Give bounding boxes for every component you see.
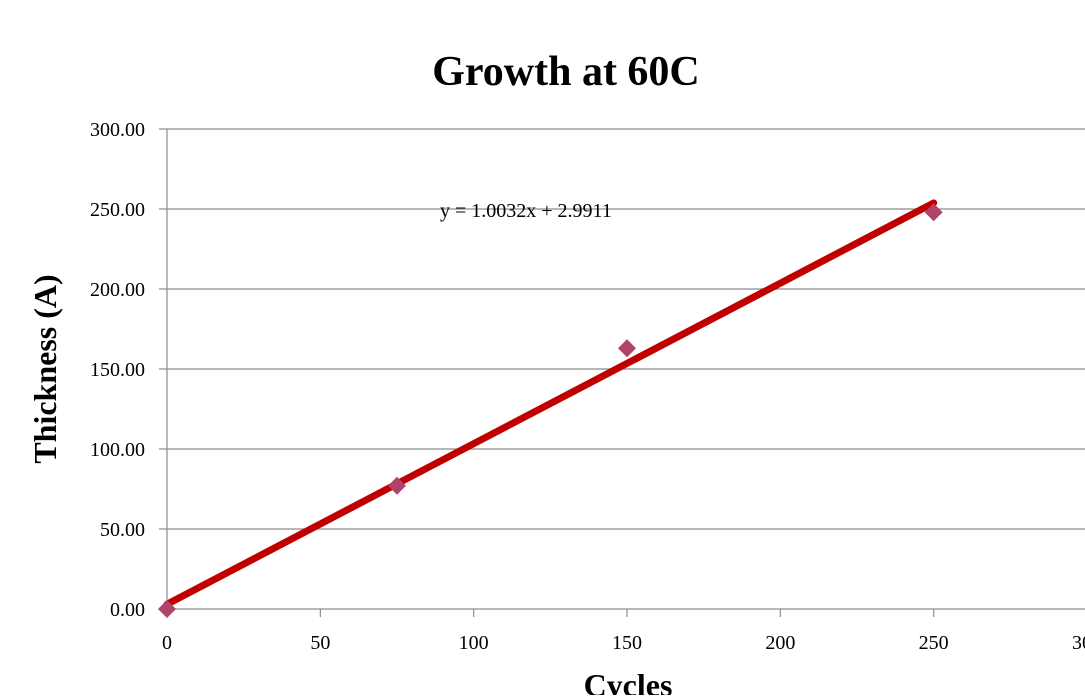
- y-tick-label: 100.00: [90, 439, 145, 461]
- x-tick-labels: 0 50 100 150 200 250 300: [162, 632, 1085, 654]
- x-axis-title: Cycles: [584, 667, 673, 695]
- axes: [159, 128, 1085, 617]
- x-tick-label: 100: [459, 632, 489, 654]
- x-tick-label: 50: [310, 632, 330, 654]
- data-point: [388, 476, 406, 495]
- data-point: [924, 203, 943, 222]
- gridlines: [167, 128, 1085, 530]
- x-tick-label: 0: [162, 632, 172, 654]
- y-tick-label: 250.00: [90, 199, 145, 221]
- x-tick-label: 250: [919, 632, 949, 654]
- y-tick-label: 50.00: [100, 519, 145, 541]
- y-tick-label: 300.00: [90, 119, 145, 141]
- trendline: [163, 199, 938, 608]
- y-tick-label: 200.00: [90, 279, 145, 301]
- data-point: [158, 600, 176, 618]
- y-tick-label: 150.00: [90, 359, 145, 381]
- chart-title: Growth at 60C: [432, 49, 700, 95]
- x-tick-label: 300: [1072, 632, 1085, 654]
- y-axis-title: Thickness (A): [27, 274, 63, 463]
- y-tick-label: 0.00: [110, 599, 145, 621]
- y-tick-labels: 0.00 50.00 100.00 150.00 200.00 250.00 300.00: [90, 119, 145, 621]
- x-tick-label: 200: [765, 632, 795, 654]
- data-point: [618, 339, 636, 358]
- trendline-equation: y = 1.0032x + 2.9911: [440, 200, 612, 222]
- trendline-layer: [163, 199, 938, 608]
- data-points: [158, 203, 943, 618]
- x-tick-label: 150: [612, 632, 642, 654]
